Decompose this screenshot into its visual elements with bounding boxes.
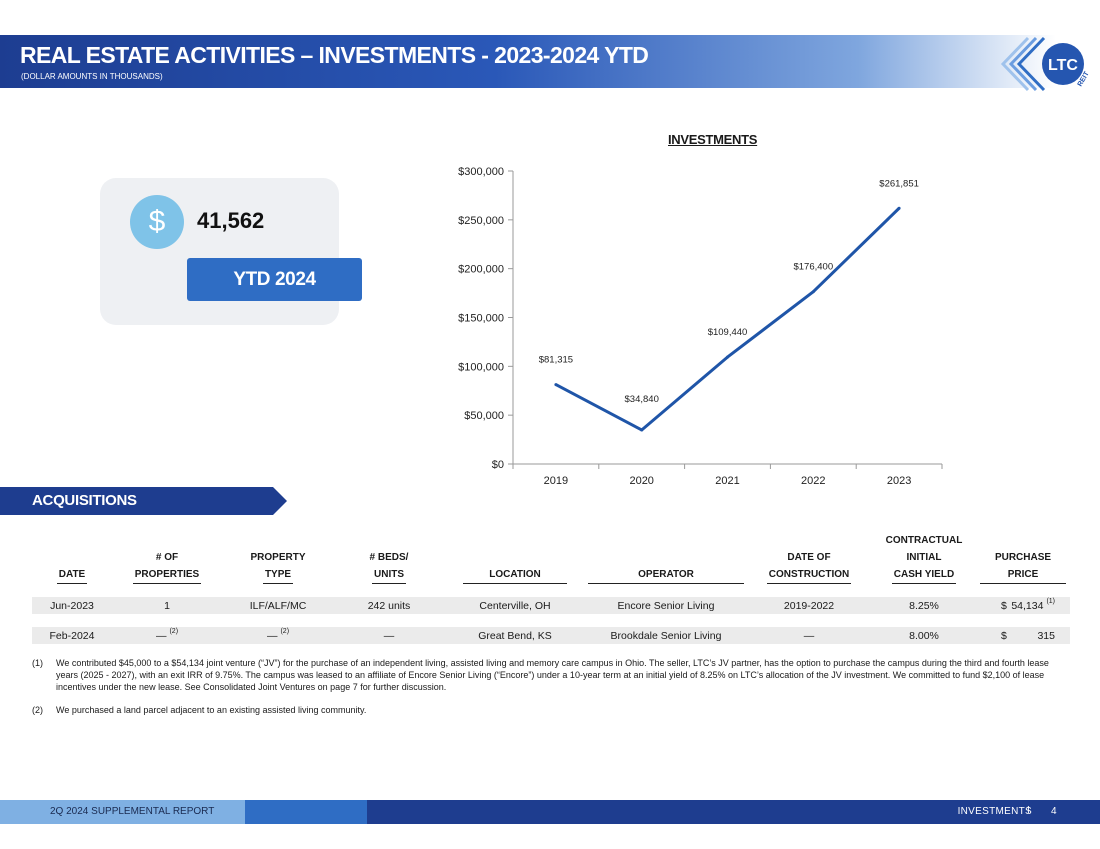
footnote-ref: (2) bbox=[280, 627, 290, 635]
y-tick-label: $200,000 bbox=[458, 264, 504, 276]
data-label: $176,400 bbox=[793, 262, 833, 273]
acquisitions-heading: ACQUISITIONS bbox=[32, 492, 137, 509]
cell-price: $315 bbox=[976, 627, 1070, 644]
page-title: REAL ESTATE ACTIVITIES – INVESTMENTS - 2… bbox=[20, 42, 649, 68]
table-header-row: DATE # OF PROPERTIES PROPERTY TYPE # BEDS/… bbox=[32, 532, 1070, 584]
header-date: DATE bbox=[32, 532, 112, 584]
y-tick-label: $0 bbox=[492, 459, 504, 471]
cell-properties: — (2) bbox=[112, 627, 222, 644]
cell-construction: 2019-2022 bbox=[746, 597, 872, 614]
cell-operator: Brookdale Senior Living bbox=[586, 627, 746, 644]
cell-date: Feb-2024 bbox=[32, 627, 112, 644]
cell-yield: 8.00% bbox=[872, 627, 976, 644]
x-tick-label: 2021 bbox=[715, 475, 739, 487]
cell-price: $54,134 (1) bbox=[976, 597, 1070, 614]
footnote-1: (1) We contributed $45,000 to a $54,134 j… bbox=[32, 658, 1049, 692]
footnote-ref: (2) bbox=[169, 627, 179, 635]
header-location: LOCATION bbox=[444, 532, 586, 584]
cell-location: Great Bend, KS bbox=[444, 627, 586, 644]
dollar-icon: $ bbox=[130, 195, 184, 249]
header-property-type: PROPERTY TYPE bbox=[222, 532, 334, 584]
x-tick-label: 2020 bbox=[629, 475, 653, 487]
header-construction: DATE OF CONSTRUCTION bbox=[746, 532, 872, 584]
cell-construction: — bbox=[746, 627, 872, 644]
header-operator: OPERATOR bbox=[586, 532, 746, 584]
cell-units: 242 units bbox=[334, 597, 444, 614]
x-tick-label: 2019 bbox=[544, 475, 568, 487]
cell-yield: 8.25% bbox=[872, 597, 976, 614]
footer-separator: I bbox=[1027, 805, 1030, 816]
header-properties: # OF PROPERTIES bbox=[112, 532, 222, 584]
data-label: $81,315 bbox=[539, 355, 573, 366]
cell-type: ILF/ALF/MC bbox=[222, 597, 334, 614]
footer-section-name: INVESTMENTS bbox=[957, 806, 1032, 817]
logo-text: LTC bbox=[1048, 57, 1078, 74]
cell-properties: 1 bbox=[112, 597, 222, 614]
data-point bbox=[554, 383, 558, 387]
cell-location: Centerville, OH bbox=[444, 597, 586, 614]
stat-card bbox=[100, 178, 339, 325]
header-banner bbox=[0, 35, 1100, 88]
footer-segment-mid bbox=[245, 800, 367, 824]
page-subtitle: (DOLLAR AMOUNTS IN THOUSANDS) bbox=[21, 72, 163, 81]
ltc-logo: LTC REIT bbox=[1000, 36, 1091, 92]
logo-circle bbox=[1042, 43, 1084, 85]
data-label: $34,840 bbox=[625, 394, 659, 405]
y-tick-label: $300,000 bbox=[458, 166, 504, 178]
data-point bbox=[726, 355, 729, 359]
header-cash-yield: CONTRACTUAL INITIAL CASH YIELD bbox=[872, 532, 976, 584]
header-purchase-price: PURCHASE PRICE bbox=[976, 532, 1070, 584]
x-tick-label: 2022 bbox=[801, 475, 825, 487]
table-row: Jun-2023 1 ILF/ALF/MC 242 units Centervi… bbox=[32, 597, 1070, 614]
stat-label-badge: YTD 2024 bbox=[187, 258, 362, 301]
page-number: 4 bbox=[1051, 806, 1057, 817]
data-label: $109,440 bbox=[708, 327, 748, 338]
investments-series-line bbox=[555, 207, 901, 432]
data-point bbox=[640, 428, 644, 432]
cell-date: Jun-2023 bbox=[32, 597, 112, 614]
data-point bbox=[811, 290, 815, 294]
investments-line-chart: $0 $50,000 $100,000 $150,000 $200,000 $250,00… bbox=[458, 166, 943, 487]
stat-value: 41,562 bbox=[197, 208, 265, 233]
cell-units: — bbox=[334, 627, 444, 644]
y-tick-label: $100,000 bbox=[458, 361, 504, 373]
y-tick-label: $50,000 bbox=[464, 410, 504, 422]
footnote-2: (2) We purchased a land parcel adjacent t… bbox=[32, 705, 367, 715]
footer-segment-light bbox=[0, 800, 245, 824]
footer-report-name: 2Q 2024 SUPPLEMENTAL REPORT bbox=[50, 806, 215, 817]
chart-title: INVESTMENTS bbox=[668, 132, 758, 147]
acquisitions-table: DATE # OF PROPERTIES PROPERTY TYPE # BEDS/… bbox=[32, 532, 1070, 644]
y-tick-label: $150,000 bbox=[458, 313, 504, 325]
data-label: $261,851 bbox=[879, 178, 919, 189]
acquisitions-banner bbox=[0, 487, 287, 515]
y-tick-label: $250,000 bbox=[458, 215, 504, 227]
footnote-ref: (1) bbox=[1046, 597, 1055, 605]
cell-type: — (2) bbox=[222, 627, 334, 644]
x-tick-label: 2023 bbox=[887, 475, 911, 487]
table-row: Feb-2024 — (2) — (2) — Great Bend, KS Broo… bbox=[32, 627, 1070, 644]
data-point bbox=[897, 206, 901, 210]
header-beds-units: # BEDS/UNITS bbox=[334, 532, 444, 584]
cell-operator: Encore Senior Living bbox=[586, 597, 746, 614]
